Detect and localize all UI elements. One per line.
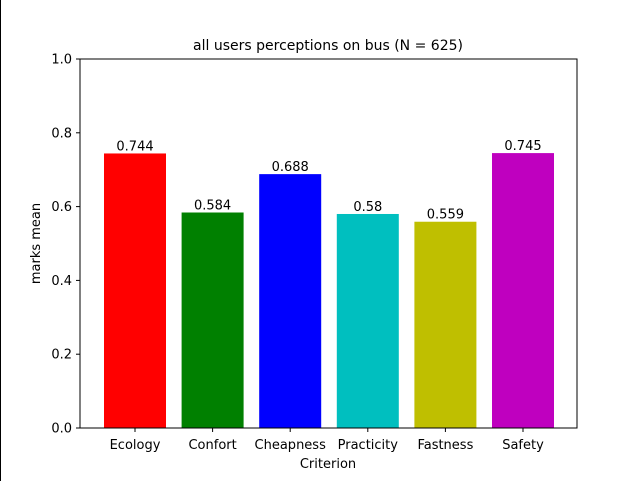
x-axis-label: Criterion	[300, 457, 356, 472]
x-tick-label: Fastness	[417, 438, 473, 453]
bar-confort	[181, 212, 244, 428]
bar-practicity	[336, 213, 399, 428]
y-tick-label: 0.2	[51, 348, 72, 363]
y-axis-ticks: 0.0 0.2 0.4 0.6 0.8 1.0	[51, 53, 80, 437]
value-label: 0.688	[272, 160, 309, 175]
x-tick-label: Practicity	[338, 438, 399, 453]
x-tick-label: Ecology	[110, 438, 161, 453]
bars-group	[104, 153, 554, 429]
x-tick-label: Safety	[502, 438, 544, 453]
y-tick-label: 0.8	[51, 126, 72, 141]
value-label: 0.584	[194, 199, 231, 214]
y-axis-label: marks mean	[29, 203, 44, 284]
left-edge-line	[0, 0, 1, 481]
chart-title: all users perceptions on bus (N = 625)	[193, 38, 463, 54]
x-tick-label: Confort	[188, 438, 236, 453]
y-tick-label: 1.0	[51, 53, 72, 68]
value-label: 0.745	[504, 139, 541, 154]
bar-fastness	[414, 221, 477, 428]
bar-safety	[492, 153, 554, 428]
value-label: 0.744	[116, 139, 153, 154]
y-tick-label: 0.0	[51, 422, 72, 437]
y-tick-label: 0.6	[51, 200, 72, 215]
bar-cheapness	[259, 174, 322, 428]
x-axis-ticks: Ecology Confort Cheapness Practicity Fastnes…	[110, 428, 544, 453]
bar-ecology	[104, 153, 166, 429]
value-label: 0.559	[427, 208, 464, 223]
plot-area-frame	[79, 58, 578, 429]
x-tick-label: Cheapness	[255, 438, 327, 453]
y-tick-label: 0.4	[51, 274, 72, 289]
value-label: 0.58	[353, 200, 382, 215]
value-labels-group: 0.744 0.584 0.688 0.58 0.559 0.745	[116, 139, 541, 223]
